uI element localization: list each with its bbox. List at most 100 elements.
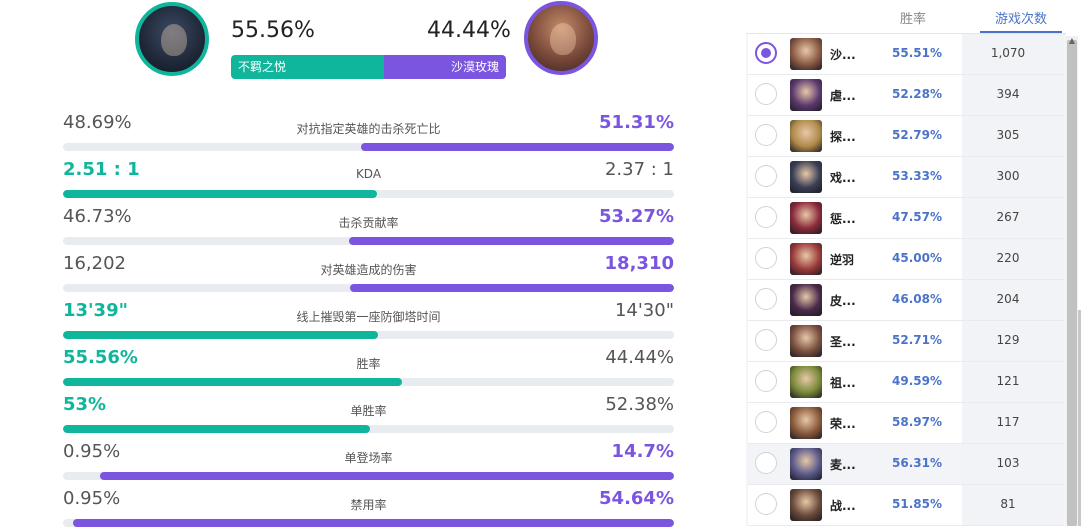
select-radio[interactable] xyxy=(755,165,777,187)
list-item[interactable]: 虐... 52.28% 394 xyxy=(748,75,1064,116)
stat-bar-fill xyxy=(100,472,674,480)
stat-bar-fill xyxy=(63,425,371,433)
champion-name: 祖... xyxy=(830,376,856,390)
champion-name: 戏... xyxy=(830,171,856,185)
stat-row: 0.95% 禁用率 54.64% xyxy=(63,488,674,528)
right-winrate: 44.44% xyxy=(427,18,511,43)
list-item[interactable]: 戏... 53.33% 300 xyxy=(748,157,1064,198)
stat-left-value: 55.56% xyxy=(63,347,138,368)
champion-games: 1,070 xyxy=(990,46,1026,60)
champion-name: 虐... xyxy=(830,89,856,103)
champion-name: 麦... xyxy=(830,458,856,472)
champion-games: 300 xyxy=(996,169,1020,183)
champion-icon xyxy=(790,38,822,70)
champion-games: 394 xyxy=(996,87,1020,101)
scroll-up-icon[interactable]: ▲ xyxy=(1068,36,1076,45)
select-radio[interactable] xyxy=(755,247,777,269)
games-cell xyxy=(962,157,1064,197)
list-item[interactable]: 麦... 56.31% 103 xyxy=(748,444,1064,485)
stat-bar-track xyxy=(63,378,674,386)
champion-icon xyxy=(790,120,822,152)
left-champion-name: 不羁之悦 xyxy=(231,55,384,79)
select-radio[interactable] xyxy=(755,42,777,64)
stat-row: 2.51 : 1 KDA 2.37 : 1 xyxy=(63,159,674,199)
select-radio[interactable] xyxy=(755,288,777,310)
stat-left-value: 48.69% xyxy=(63,112,132,133)
champion-icon xyxy=(790,243,822,275)
list-item[interactable]: 祖... 49.59% 121 xyxy=(748,362,1064,403)
versus-bar: 不羁之悦 沙漠玫瑰 xyxy=(231,55,506,79)
stat-label: 线上摧毁第一座防御塔时间 xyxy=(296,310,441,324)
stat-bar-track xyxy=(63,331,674,339)
scrollbar-thumb[interactable] xyxy=(1067,40,1077,526)
games-cell xyxy=(962,485,1064,525)
stat-row: 0.95% 单登场率 14.7% xyxy=(63,441,674,481)
select-radio[interactable] xyxy=(755,411,777,433)
stat-row: 46.73% 击杀贡献率 53.27% xyxy=(63,206,674,246)
games-cell xyxy=(962,198,1064,238)
panel-header xyxy=(746,0,1066,34)
list-item[interactable]: 探... 52.79% 305 xyxy=(748,116,1064,157)
stat-left-value: 0.95% xyxy=(63,441,121,462)
stat-right-value: 44.44% xyxy=(605,347,674,368)
champion-icon xyxy=(790,79,822,111)
stat-label: 击杀贡献率 xyxy=(338,216,399,230)
left-champion-avatar xyxy=(135,2,209,76)
stat-bar-fill xyxy=(348,237,674,245)
champion-winrate: 46.08% xyxy=(892,292,942,306)
champion-games: 220 xyxy=(996,251,1020,265)
champion-name: 逆羽 xyxy=(830,253,855,267)
champion-winrate: 52.28% xyxy=(892,87,942,101)
stat-left-value: 16,202 xyxy=(63,253,126,274)
champion-winrate: 52.79% xyxy=(892,128,942,142)
champion-winrate: 47.57% xyxy=(892,210,942,224)
select-radio[interactable] xyxy=(755,206,777,228)
select-radio[interactable] xyxy=(755,83,777,105)
stat-row: 53% 单胜率 52.38% xyxy=(63,394,674,434)
list-item[interactable]: 惩... 47.57% 267 xyxy=(748,198,1064,239)
list-item[interactable]: 荣... 58.97% 117 xyxy=(748,403,1064,444)
stat-bar-track xyxy=(63,190,674,198)
champion-winrate: 51.85% xyxy=(892,497,942,511)
champion-games: 129 xyxy=(996,333,1020,347)
stat-label: 对抗指定英雄的击杀死亡比 xyxy=(296,122,441,136)
stat-bar-track xyxy=(63,425,674,433)
champion-icon xyxy=(790,448,822,480)
games-cell xyxy=(962,321,1064,361)
games-cell xyxy=(962,34,1064,74)
list-item[interactable]: 战... 51.85% 81 xyxy=(748,485,1064,526)
list-item[interactable]: 沙... 55.51% 1,070 xyxy=(748,34,1064,75)
stat-right-value: 2.37 : 1 xyxy=(604,159,674,180)
list-item[interactable]: 逆羽 45.00% 220 xyxy=(748,239,1064,280)
list-item[interactable]: 圣... 52.71% 129 xyxy=(748,321,1064,362)
games-cell xyxy=(962,444,1064,484)
list-item[interactable]: 皮... 46.08% 204 xyxy=(748,280,1064,321)
champion-winrate: 52.71% xyxy=(892,333,942,347)
champion-icon xyxy=(790,407,822,439)
col-winrate-header[interactable]: 胜率 xyxy=(900,12,927,27)
stat-right-value: 53.27% xyxy=(599,206,674,227)
select-radio[interactable] xyxy=(755,493,777,515)
stat-bar-track xyxy=(63,143,674,151)
select-radio[interactable] xyxy=(755,329,777,351)
stat-row: 13'39" 线上摧毁第一座防御塔时间 14'30" xyxy=(63,300,674,340)
champion-name: 荣... xyxy=(830,417,856,431)
stat-bar-fill xyxy=(63,331,378,339)
select-radio[interactable] xyxy=(755,124,777,146)
stat-label: 对英雄造成的伤害 xyxy=(320,263,417,277)
page-scrollbar[interactable] xyxy=(1078,310,1081,526)
champion-games: 81 xyxy=(1000,497,1016,511)
stat-bar-track xyxy=(63,237,674,245)
stat-bar-fill xyxy=(63,378,403,386)
select-radio[interactable] xyxy=(755,452,777,474)
stat-right-value: 14'30" xyxy=(614,300,674,321)
stat-label: 单胜率 xyxy=(350,404,387,418)
games-cell xyxy=(962,116,1064,156)
select-radio[interactable] xyxy=(755,370,777,392)
stat-right-value: 18,310 xyxy=(604,253,674,274)
champion-games: 305 xyxy=(996,128,1020,142)
col-games-header[interactable]: 游戏次数 xyxy=(994,12,1047,27)
stat-bar-fill xyxy=(350,284,674,292)
champion-games: 103 xyxy=(996,456,1020,470)
champion-icon xyxy=(790,161,822,193)
